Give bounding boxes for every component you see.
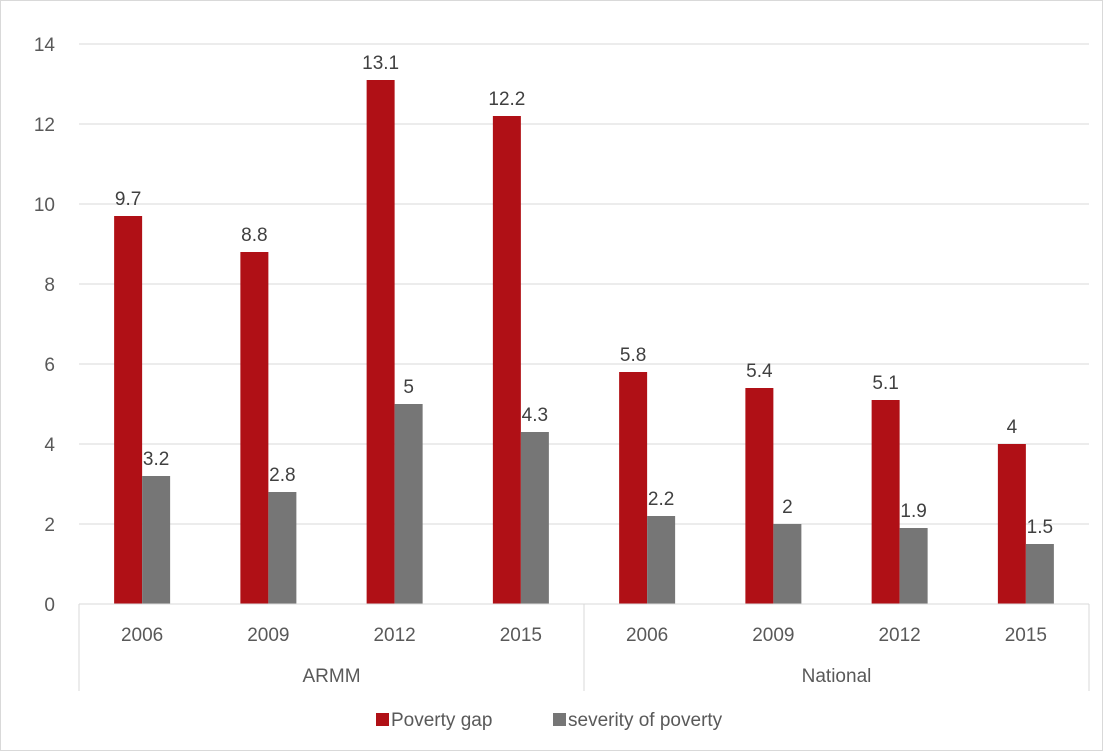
bar bbox=[773, 524, 802, 604]
bar bbox=[492, 116, 521, 604]
data-label: 2 bbox=[782, 497, 793, 518]
y-tick-label: 12 bbox=[34, 115, 55, 136]
bar bbox=[647, 516, 676, 604]
data-label: 12.2 bbox=[488, 89, 525, 110]
bar bbox=[240, 252, 269, 604]
x-tick-label: 2009 bbox=[752, 625, 794, 646]
data-label: 3.2 bbox=[143, 449, 169, 470]
bar bbox=[114, 216, 143, 604]
data-label: 4.3 bbox=[522, 405, 548, 426]
data-label: 2.2 bbox=[648, 489, 674, 510]
bar bbox=[268, 492, 297, 604]
y-tick-label: 4 bbox=[44, 435, 55, 456]
bar bbox=[899, 528, 928, 604]
y-tick-label: 8 bbox=[44, 275, 55, 296]
bar bbox=[871, 400, 900, 604]
data-label: 9.7 bbox=[115, 189, 141, 210]
data-label: 13.1 bbox=[362, 53, 399, 74]
data-label: 5 bbox=[403, 377, 414, 398]
y-axis-ticks: 0 2 4 6 8 10 12 14 bbox=[34, 35, 56, 616]
data-label: 5.4 bbox=[746, 361, 773, 382]
data-label: 8.8 bbox=[241, 225, 267, 246]
x-tick-label: 2015 bbox=[500, 625, 542, 646]
x-tick-label: 2006 bbox=[626, 625, 668, 646]
data-label: 5.8 bbox=[620, 345, 646, 366]
x-tick-label: 2015 bbox=[1005, 625, 1047, 646]
x-tick-label: 2012 bbox=[878, 625, 920, 646]
data-label: 4 bbox=[1007, 417, 1018, 438]
bar bbox=[366, 80, 395, 604]
data-label: 5.1 bbox=[872, 373, 898, 394]
y-tick-label: 14 bbox=[34, 35, 56, 56]
data-label: 1.9 bbox=[900, 501, 926, 522]
y-tick-label: 0 bbox=[44, 595, 55, 616]
bar bbox=[997, 444, 1026, 604]
legend-swatch bbox=[376, 713, 389, 726]
legend: Poverty gap severity of poverty bbox=[376, 710, 723, 731]
bars bbox=[114, 80, 1054, 604]
x-tick-label: 2006 bbox=[121, 625, 163, 646]
legend-swatch bbox=[553, 713, 566, 726]
legend-label: Poverty gap bbox=[391, 710, 492, 731]
x-tick-label: 2009 bbox=[247, 625, 289, 646]
x-group-label: ARMM bbox=[302, 666, 360, 687]
legend-label: severity of poverty bbox=[568, 710, 723, 731]
bar bbox=[520, 432, 549, 604]
x-tick-label: 2012 bbox=[373, 625, 415, 646]
y-tick-label: 10 bbox=[34, 195, 55, 216]
y-tick-label: 2 bbox=[44, 515, 55, 536]
data-label: 2.8 bbox=[269, 465, 295, 486]
bar bbox=[619, 372, 648, 604]
bar bbox=[394, 404, 423, 604]
x-axis: 2006 2009 2012 2015 2006 2009 2012 2015 ARMM Nati… bbox=[78, 603, 1090, 691]
bar bbox=[1025, 544, 1054, 604]
x-group-label: National bbox=[802, 666, 872, 687]
y-tick-label: 6 bbox=[44, 355, 55, 376]
gridlines bbox=[79, 43, 1089, 525]
bar bbox=[142, 476, 171, 604]
data-labels: 9.7 8.8 13.1 12.2 5.8 5.4 5.1 4 3.2 2.8 5 4.3 2.2 2 1.… bbox=[115, 53, 1053, 538]
bar bbox=[745, 388, 774, 604]
data-label: 1.5 bbox=[1027, 517, 1053, 538]
